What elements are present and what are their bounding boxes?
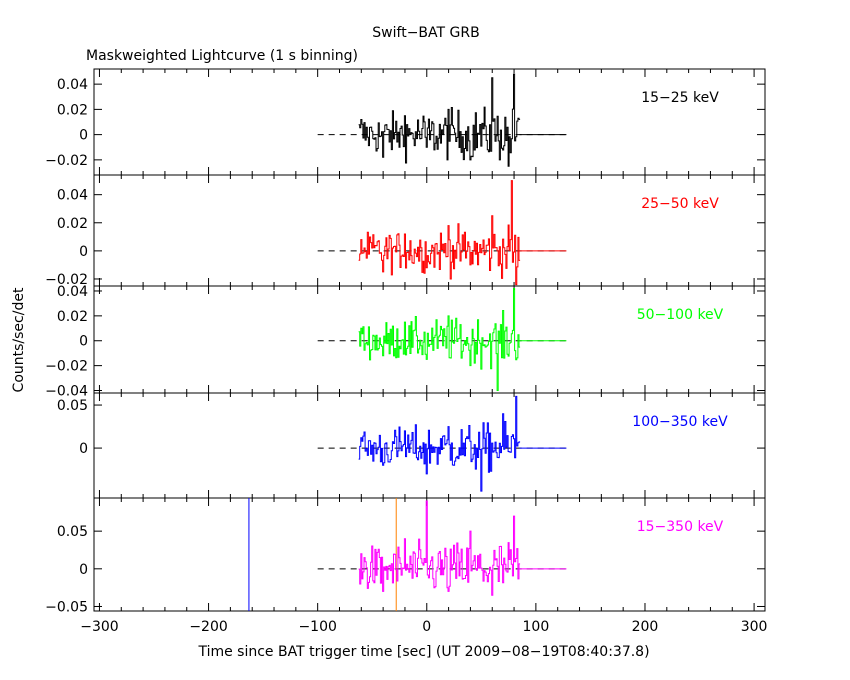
- x-tick-label: 200: [632, 619, 659, 635]
- band-label: 50−100 keV: [637, 307, 724, 323]
- y-tick-label: 0: [79, 128, 88, 144]
- band-label: 25−50 keV: [641, 196, 719, 212]
- y-tick-label: 0: [79, 562, 88, 578]
- band-label: 15−350 keV: [637, 519, 724, 535]
- y-tick-label: 0.02: [57, 309, 88, 325]
- y-tick-label: 0.04: [57, 284, 88, 300]
- lightcurve-series: [358, 180, 521, 286]
- lightcurve-series: [358, 288, 521, 391]
- y-tick-label: 0.04: [57, 188, 88, 204]
- y-tick-label: −0.05: [45, 599, 88, 615]
- y-tick-label: −0.02: [45, 272, 88, 288]
- y-tick-label: 0.05: [57, 398, 88, 414]
- chart-subtitle: Maskweighted Lightcurve (1 s binning): [86, 48, 358, 64]
- y-tick-label: 0: [79, 334, 88, 350]
- lightcurve-series: [358, 73, 521, 167]
- panel-3: −0.04 −0.02 0 0.02 0.04 50−100 keV: [45, 284, 766, 400]
- x-tick-label: 0: [422, 619, 431, 635]
- panels-group: −0.02 0 0.02 0.04 15−25 keV −0.02 0 0.02 0.04 25−…: [45, 68, 768, 635]
- panel-2: −0.02 0 0.02 0.04 25−50 keV: [45, 174, 766, 288]
- y-tick-label: −0.02: [45, 153, 88, 169]
- band-label: 100−350 keV: [632, 414, 728, 430]
- x-axis-label: Time since BAT trigger time [sec] (UT 20…: [197, 644, 649, 660]
- y-tick-label: 0.02: [57, 216, 88, 232]
- y-tick-label: 0.04: [57, 77, 88, 93]
- lightcurve-series: [358, 395, 521, 492]
- y-tick-label: 0.02: [57, 102, 88, 118]
- x-tick-label: −100: [298, 619, 336, 635]
- band-label: 15−25 keV: [641, 90, 719, 106]
- y-tick-label: 0: [79, 441, 88, 457]
- y-tick-label: −0.04: [45, 384, 88, 400]
- y-axis-label: Counts/sec/det: [11, 287, 27, 392]
- y-tick-label: 0: [79, 244, 88, 260]
- panel-frame: [93, 285, 766, 394]
- chart-title: Swift−BAT GRB: [372, 25, 479, 41]
- panel-5: −0.05 0 0.05 15−350 keV −300 −200 −100 0 100 200 3…: [45, 497, 768, 635]
- y-tick-label: 0.05: [57, 524, 88, 540]
- x-tick-label: 300: [741, 619, 768, 635]
- x-tick-label: −200: [189, 619, 227, 635]
- y-tick-label: −0.02: [45, 359, 88, 375]
- lightcurve-series: [358, 500, 521, 596]
- panel-1: −0.02 0 0.02 0.04 15−25 keV: [45, 68, 766, 176]
- x-tick-label: −300: [80, 619, 118, 635]
- panel-frame: [93, 497, 766, 612]
- panel-4: 0 0.05 100−350 keV: [57, 392, 766, 499]
- x-tick-label: 100: [523, 619, 550, 635]
- panel-frame: [93, 174, 766, 287]
